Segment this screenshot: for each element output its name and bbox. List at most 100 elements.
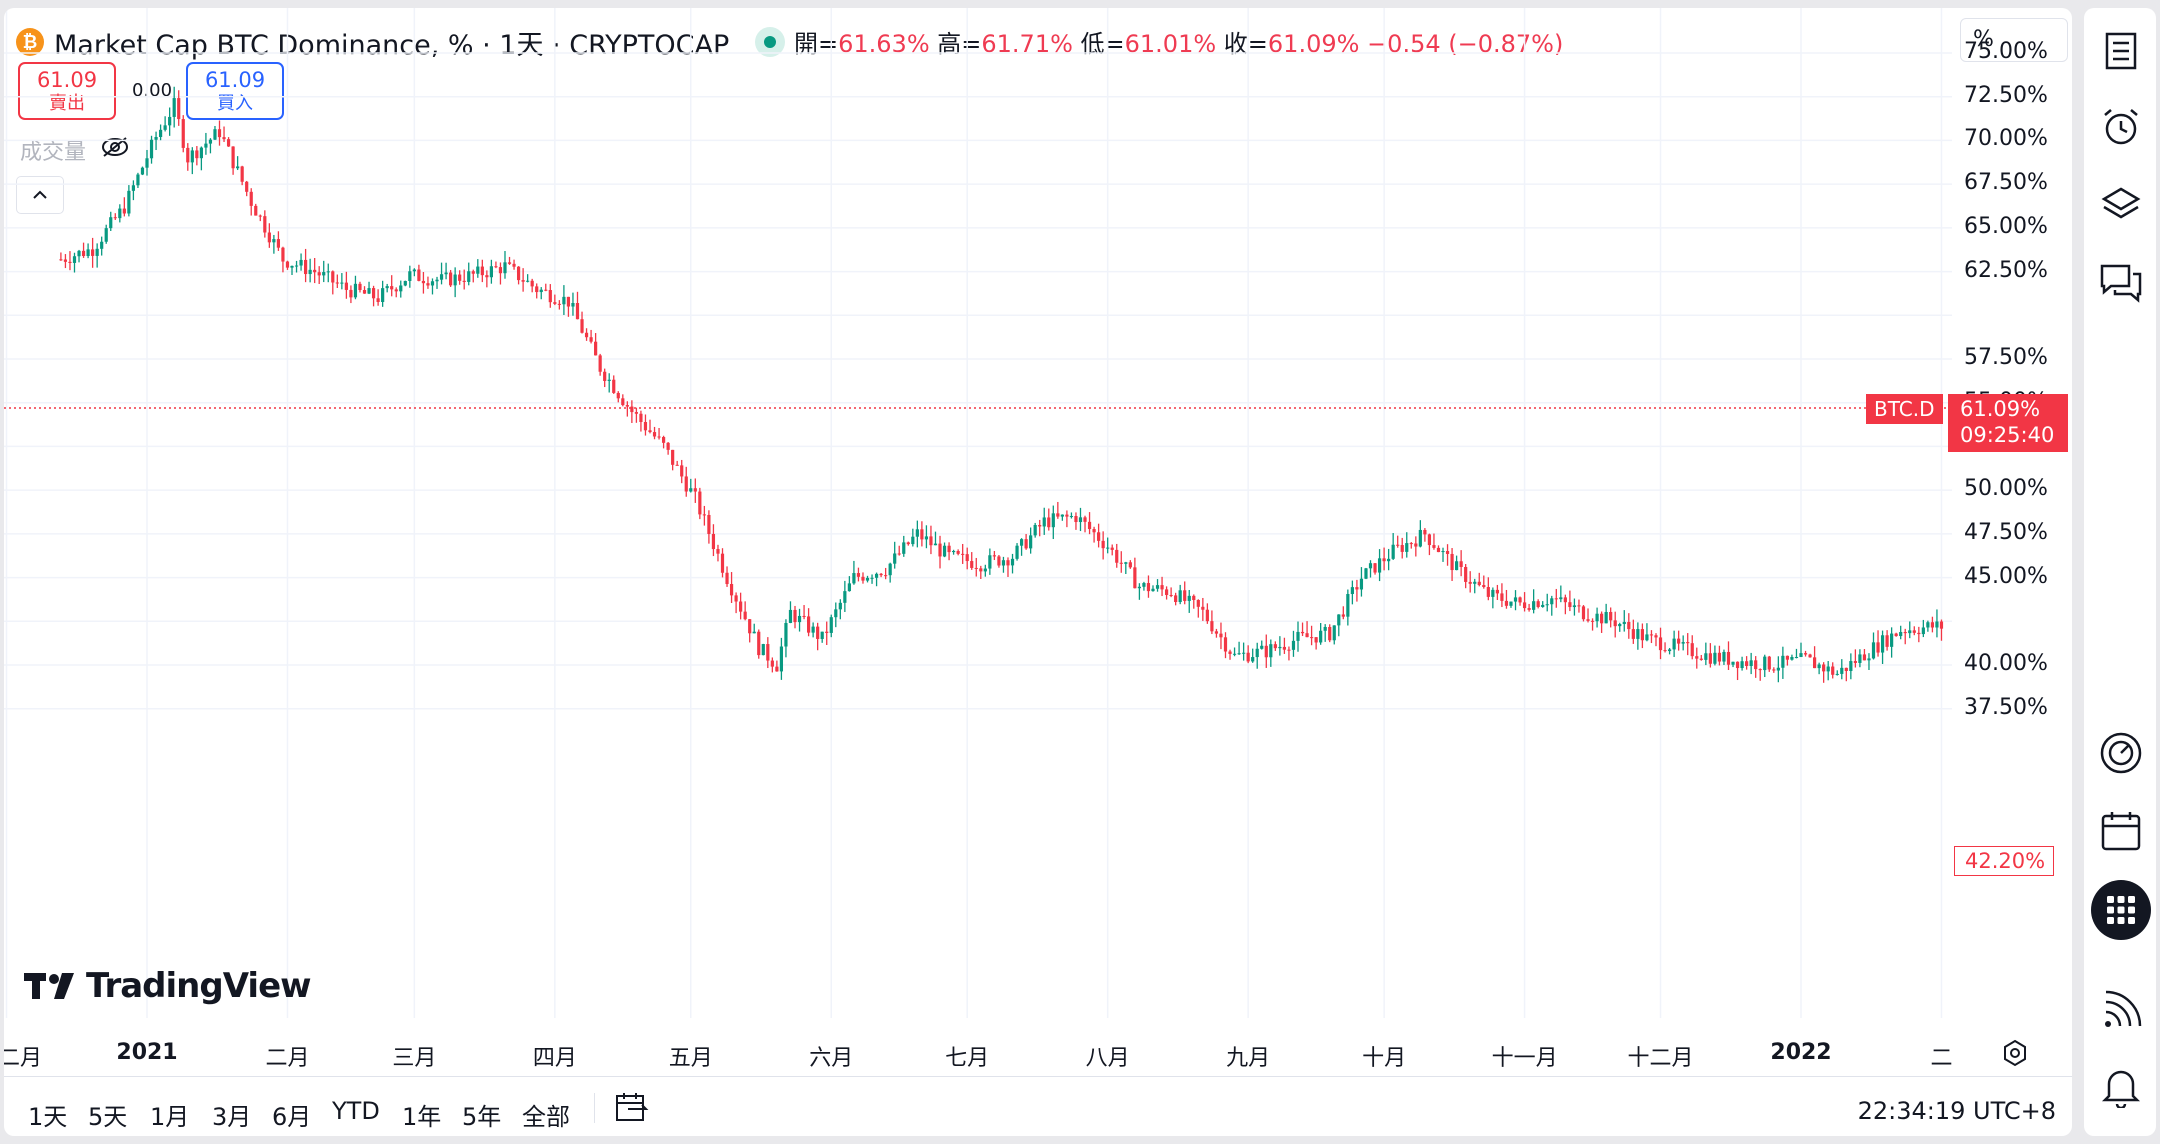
time-axis-label: 十一月 [1491, 1046, 1558, 1071]
period-button[interactable]: 1年 [402, 1103, 442, 1131]
candle-body [897, 553, 901, 555]
candle-body [1926, 622, 1930, 628]
candle-body [394, 289, 398, 292]
candle-body [1087, 521, 1092, 530]
candlestick-chart[interactable] [4, 8, 1952, 1018]
candle-body [915, 529, 919, 537]
candle-body [743, 611, 747, 620]
candle-body [449, 272, 453, 286]
chat-icon[interactable] [2098, 260, 2144, 306]
target-icon[interactable] [2098, 730, 2144, 776]
sell-button[interactable]: 61.09 賣出 [18, 62, 116, 120]
candle-body [1586, 619, 1590, 621]
candle-body [952, 550, 956, 553]
period-button[interactable]: 全部 [522, 1103, 570, 1131]
candle-body [983, 568, 987, 572]
layers-icon[interactable] [2098, 182, 2144, 228]
alarm-icon[interactable] [2098, 104, 2144, 150]
candle-body [1862, 654, 1867, 661]
candle-body [997, 556, 1001, 566]
collapse-button[interactable] [16, 176, 64, 214]
candle-body [911, 536, 915, 545]
candle-body [648, 430, 652, 433]
candle-body [734, 595, 738, 602]
candle-body [362, 290, 367, 294]
volume-indicator[interactable]: 成交量 [20, 134, 130, 166]
candle-body [729, 584, 734, 596]
candle-body [1613, 620, 1617, 627]
candle-body [408, 271, 412, 281]
candle-body [1459, 561, 1463, 567]
candle-body [453, 274, 457, 286]
candle-body [1264, 645, 1268, 658]
candle-body [1500, 593, 1504, 601]
period-button[interactable]: 3月 [212, 1103, 252, 1131]
candle-body [1187, 595, 1191, 601]
candle-body [1903, 632, 1907, 634]
period-button[interactable]: 1天 [28, 1103, 68, 1131]
period-button[interactable]: YTD [332, 1097, 380, 1125]
calendar-icon[interactable] [2098, 808, 2144, 854]
broadcast-icon[interactable] [2098, 988, 2144, 1034]
candle-body [1473, 581, 1477, 584]
candle-body [992, 555, 996, 557]
candle-body [1387, 558, 1391, 562]
period-button[interactable]: 1月 [150, 1103, 190, 1131]
candle-body [154, 136, 158, 140]
candle-body [439, 274, 444, 280]
candle-body [512, 263, 516, 267]
chevron-up-icon [33, 190, 47, 199]
candle-body [766, 644, 770, 661]
candle-body [1876, 642, 1880, 653]
period-button[interactable]: 5年 [462, 1103, 502, 1131]
candle-body [326, 271, 330, 273]
candle-body [1251, 657, 1255, 662]
candle-body [970, 561, 974, 568]
candle-body [888, 563, 892, 576]
candle-body [190, 150, 194, 163]
buy-button[interactable]: 61.09 買入 [186, 62, 284, 120]
candle-body [1405, 543, 1409, 552]
candle-body [535, 286, 539, 293]
period-button[interactable]: 6月 [272, 1103, 312, 1131]
candle-body [1550, 598, 1554, 605]
candle-body [1300, 631, 1305, 634]
candle-body [1740, 661, 1744, 669]
scale-unit-button[interactable]: % [1960, 18, 2068, 62]
candle-body [1350, 587, 1354, 595]
candle-body [1767, 656, 1771, 670]
calendar-range-icon[interactable] [614, 1091, 650, 1129]
bell-icon[interactable] [2098, 1064, 2144, 1110]
symbol-title[interactable]: Market Cap BTC Dominance, % · 1天 · CRYPT… [54, 29, 730, 61]
candle-body [1101, 540, 1105, 549]
candle-body [1323, 626, 1327, 631]
candle-body [1536, 601, 1540, 607]
candle-body [1427, 534, 1432, 546]
candle-body [1849, 661, 1853, 671]
price-axis-label: 67.50% [1964, 170, 2048, 196]
period-button[interactable]: 5天 [88, 1103, 128, 1131]
candle-body [739, 601, 743, 612]
price-axis-label: 40.00% [1964, 651, 2048, 676]
clock[interactable]: 22:34:19 UTC+8 [1857, 1097, 2056, 1125]
watchlist-icon[interactable] [2098, 28, 2144, 74]
candle-body [938, 543, 942, 557]
candle-body [630, 406, 634, 413]
price-axis-label: 62.50% [1964, 257, 2048, 283]
candle-body [947, 545, 951, 553]
candle-body [258, 215, 262, 217]
chart-panel[interactable]: ₿ Market Cap BTC Dominance, % · 1天 · CRY… [4, 8, 2072, 1136]
settings-icon[interactable] [2000, 1038, 2030, 1072]
candle-body [1640, 629, 1644, 641]
candle-body [834, 609, 838, 618]
candle-body [104, 228, 108, 242]
apps-icon[interactable] [2091, 880, 2151, 940]
candle-body [1477, 581, 1481, 586]
candle-body [816, 626, 820, 639]
candle-body [1355, 587, 1359, 590]
candle-body [507, 262, 512, 264]
candle-body [1441, 551, 1445, 553]
candle-body [720, 553, 725, 573]
candle-body [249, 191, 253, 206]
candle-body [376, 298, 380, 303]
